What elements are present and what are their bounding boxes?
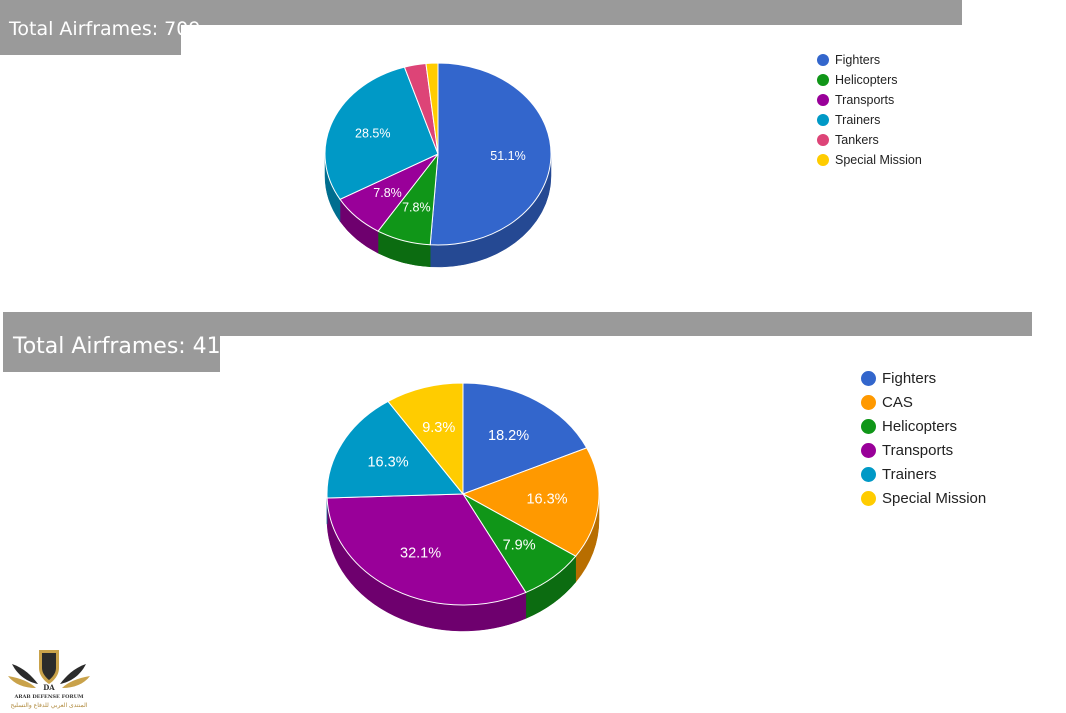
- legend-1-swatch-helicopters: [817, 74, 829, 86]
- pie-2-slices: [326, 382, 600, 606]
- pie-1-label-trainers: 28.5%: [355, 126, 390, 140]
- pie-2-label-helicopters: 7.9%: [503, 537, 536, 553]
- legend-1-swatch-fighters: [817, 54, 829, 66]
- pie-1-slice-fighters: [429, 62, 552, 246]
- pie-2-slice-transports: [326, 493, 527, 606]
- legend-2-swatch-fighters: [861, 370, 876, 386]
- legend-1-swatch-transports: [817, 94, 829, 106]
- legend-2-label-trainers: Trainers: [882, 465, 937, 483]
- pie-2-label-transports: 32.1%: [400, 545, 441, 561]
- pie-1-slice-trainers: [324, 66, 439, 200]
- legend-2-item-cas: CAS: [861, 390, 986, 414]
- legend-2: Fighters CAS Helicopters Transports Trainers…: [861, 366, 986, 510]
- legend-1-label-fighters: Fighters: [835, 53, 881, 67]
- legend-1-item-fighters: Fighters: [817, 50, 922, 70]
- pie-chart-1: 51.1% 7.8%7.8% 28.5%: [324, 62, 552, 268]
- legend-1-item-tankers: Tankers: [817, 130, 922, 150]
- legend-1-item-transports: Transports: [817, 90, 922, 110]
- legend-1-item-trainers: Trainers: [817, 110, 922, 130]
- logo-text-ar: المنتدى العربي للدفاع والتسليح: [10, 702, 88, 709]
- pie-2-slice-cas: [461, 447, 600, 557]
- legend-2-label-cas: CAS: [882, 393, 913, 411]
- pie-1-label-helicopters: 7.8%: [402, 201, 431, 215]
- pie-1-slice-special-mission: [425, 62, 439, 155]
- legend-1-swatch-tankers: [817, 134, 829, 146]
- logo-mark: DA: [43, 683, 55, 692]
- pie-1-slices: [324, 62, 552, 246]
- legend-2-label-fighters: Fighters: [882, 369, 937, 387]
- chart-2-title: Total Airframes: 418: [3, 312, 235, 372]
- legend-2-label-transports: Transports: [882, 441, 954, 459]
- legend-2-item-trainers: Trainers: [861, 462, 986, 486]
- pie-2-label-special-mission: 9.3%: [422, 420, 455, 436]
- legend-2-swatch-cas: [861, 394, 876, 410]
- legend-2-swatch-transports: [861, 442, 876, 458]
- legend-1-label-tankers: Tankers: [835, 133, 879, 147]
- legend-1-label-helicopters: Helicopters: [835, 73, 898, 87]
- pie-2-label-fighters: 18.2%: [488, 428, 529, 444]
- pie-2-label-cas: 16.3%: [526, 492, 567, 508]
- legend-2-item-fighters: Fighters: [861, 366, 986, 390]
- pie-2-slice-trainers: [326, 400, 465, 499]
- pie-1-labels: 51.1% 7.8%7.8% 28.5%: [355, 126, 526, 214]
- legend-2-label-special-mission: Special Mission: [882, 489, 987, 507]
- chart-1-title: Total Airframes: 709: [0, 0, 200, 55]
- pie-2-labels: 18.2% 16.3% 7.9% 32.1% 16.3% 9.3%: [367, 420, 567, 561]
- legend-1-label-special-mission: Special Mission: [835, 153, 922, 167]
- logo-text-en: ARAB DEFENSE FORUM: [14, 694, 84, 700]
- legend-2-swatch-helicopters: [861, 418, 876, 434]
- legend-2-item-transports: Transports: [861, 438, 986, 462]
- pie-1-label-transports: 7.8%: [373, 186, 402, 200]
- legend-1-swatch-special-mission: [817, 154, 829, 166]
- legend-2-item-helicopters: Helicopters: [861, 414, 986, 438]
- legend-2-swatch-special-mission: [861, 490, 876, 506]
- forum-logo: DA ARAB DEFENSE FORUM المنتدى العربي للد…: [6, 646, 92, 710]
- legend-1-item-helicopters: Helicopters: [817, 70, 922, 90]
- legend-1-item-special-mission: Special Mission: [817, 150, 922, 170]
- pie-2-slice-special-mission: [387, 382, 464, 496]
- legend-2-swatch-trainers: [861, 466, 876, 482]
- legend-2-item-special-mission: Special Mission: [861, 486, 986, 510]
- legend-1: Fighters Helicopters Transports Trainers Tan…: [817, 50, 922, 170]
- pie-chart-2: 18.2% 16.3% 7.9% 32.1% 16.3% 9.3%: [326, 382, 600, 632]
- legend-1-swatch-trainers: [817, 114, 829, 126]
- pie-2-slice-fighters: [462, 382, 588, 495]
- pie-1-label-fighters: 51.1%: [490, 149, 525, 163]
- shield-wings-icon: [8, 650, 90, 688]
- legend-2-label-helicopters: Helicopters: [882, 417, 958, 435]
- legend-1-label-transports: Transports: [835, 93, 895, 107]
- pie-2-label-trainers: 16.3%: [367, 454, 408, 470]
- legend-1-label-trainers: Trainers: [835, 113, 881, 127]
